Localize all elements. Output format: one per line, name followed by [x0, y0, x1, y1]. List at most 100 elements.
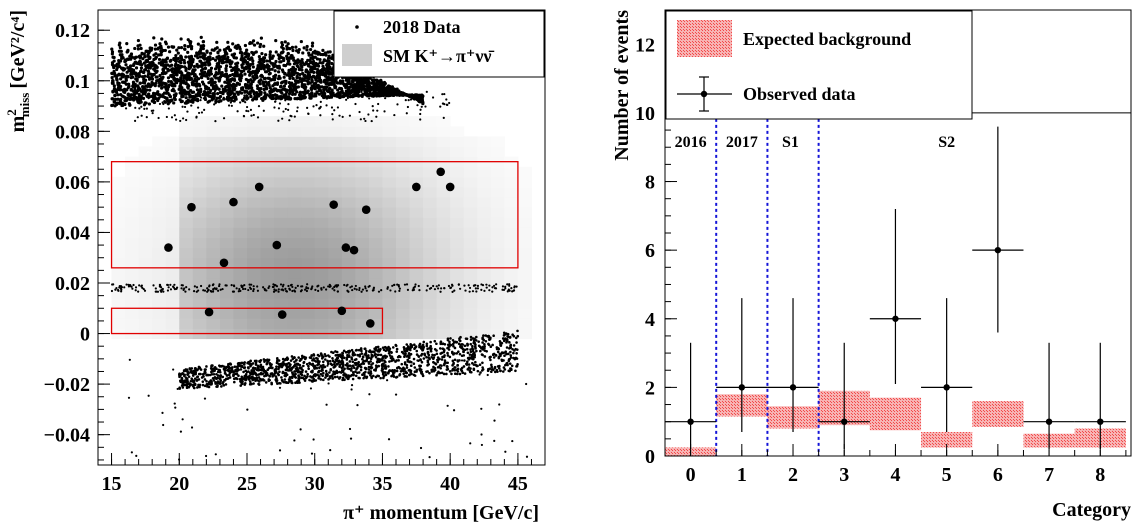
- k3pi-event: [153, 57, 158, 61]
- kmu2-event: [190, 367, 194, 370]
- k3pi-event: [224, 72, 229, 76]
- k3pi-event: [289, 56, 293, 60]
- sm-density-cell: [125, 318, 140, 329]
- k3pi-event: [256, 41, 260, 45]
- kmu2-event: [514, 369, 517, 373]
- k3pi-event: [256, 95, 259, 98]
- kmu2-event: [471, 361, 474, 365]
- k3pi-event: [374, 91, 377, 94]
- kpi2-event: [303, 288, 307, 291]
- k3pi-event: [185, 102, 188, 105]
- k3pi-event: [326, 50, 330, 54]
- k3pi-event: [278, 102, 282, 105]
- sm-density-cell: [450, 136, 465, 147]
- sm-density-cell: [206, 166, 221, 178]
- sm-density-cell: [247, 176, 262, 188]
- k3pi-event: [153, 43, 158, 47]
- kmu2-event: [378, 358, 382, 361]
- k3pi-event: [218, 59, 222, 63]
- k3pi-event: [215, 62, 219, 66]
- k3pi-event: [242, 59, 246, 63]
- kpi2-event: [476, 287, 480, 290]
- kmu2-event: [445, 372, 448, 376]
- kmu2-event: [277, 381, 281, 385]
- k3pi-event: [295, 110, 299, 113]
- k3pi-event: [175, 77, 179, 82]
- sm-density-cell: [314, 166, 329, 178]
- kmu2-event: [275, 365, 278, 368]
- k3pi-event: [273, 69, 277, 73]
- kpi2-event: [492, 284, 496, 287]
- sm-density-cell: [382, 328, 397, 340]
- k3pi-event: [249, 56, 254, 60]
- k3pi-event: [206, 72, 210, 76]
- sm-density-cell: [504, 298, 519, 309]
- sm-density-cell: [517, 318, 532, 329]
- sm-density-cell: [477, 237, 492, 249]
- k3pi-event: [143, 107, 146, 110]
- sm-density-cell: [314, 247, 329, 259]
- sm-density-cell: [463, 227, 478, 238]
- sm-density-cell: [409, 136, 424, 147]
- sm-density-cell: [287, 288, 302, 299]
- sm-density-cell: [409, 126, 424, 137]
- kmu2-event: [429, 349, 433, 353]
- k3pi-event: [265, 59, 269, 63]
- k3pi-event: [229, 61, 233, 65]
- sm-density-cell: [125, 186, 140, 198]
- kmu2-event: [352, 366, 356, 370]
- sm-density-cell: [341, 298, 356, 309]
- sm-density-cell: [504, 217, 519, 228]
- k3pi-event: [166, 96, 169, 99]
- kmu2-event: [390, 351, 393, 354]
- k3pi-event: [158, 73, 162, 78]
- sm-density-cell: [152, 237, 167, 249]
- k3pi-event: [273, 106, 276, 109]
- k3pi-event: [256, 116, 260, 119]
- sm-density-cell: [355, 247, 370, 259]
- sm-density-cell: [341, 227, 356, 238]
- k3pi-event: [269, 78, 273, 82]
- sm-density-cell: [247, 237, 262, 249]
- k3pi-event: [362, 87, 367, 91]
- k3pi-event: [242, 69, 246, 73]
- k3pi-event: [174, 59, 179, 63]
- k3pi-event: [187, 74, 191, 79]
- sm-density-cell: [192, 227, 207, 238]
- kmu2-event: [503, 338, 506, 342]
- k3pi-event: [259, 36, 264, 40]
- kmu2-event: [335, 359, 339, 362]
- k3pi-event: [151, 94, 155, 98]
- kmu2-event: [329, 368, 333, 371]
- k3pi-event: [147, 63, 151, 67]
- sm-density-cell: [260, 257, 275, 269]
- kpi2-event: [453, 289, 456, 292]
- k3pi-event: [318, 57, 322, 62]
- sm-density-cell: [219, 288, 234, 299]
- kpi2-event: [361, 288, 365, 291]
- sm-density-cell: [463, 136, 478, 147]
- sm-density-cell: [504, 288, 519, 299]
- k3pi-event: [290, 68, 294, 72]
- k3pi-event: [346, 87, 351, 91]
- kpi2-event: [335, 284, 338, 287]
- k3pi-event: [164, 42, 168, 46]
- k3pi-event: [157, 81, 162, 85]
- sm-density-cell: [423, 126, 438, 137]
- k3pi-event: [193, 99, 196, 102]
- k3pi-event: [311, 59, 316, 64]
- k3pi-event: [172, 101, 176, 105]
- k3pi-event: [228, 48, 233, 52]
- sm-density-cell: [111, 207, 126, 218]
- k3pi-event: [233, 66, 238, 70]
- sm-density-cell: [436, 257, 451, 269]
- k3pi-event: [419, 118, 422, 121]
- k3pi-event: [127, 69, 131, 73]
- sm-density-cell: [192, 207, 207, 218]
- k3pi-event: [210, 78, 214, 82]
- k3pi-event: [119, 93, 123, 97]
- k3pi-event: [134, 66, 139, 70]
- sm-density-cell: [477, 247, 492, 259]
- k3pi-event: [431, 96, 435, 99]
- sm-density-cell: [409, 237, 424, 249]
